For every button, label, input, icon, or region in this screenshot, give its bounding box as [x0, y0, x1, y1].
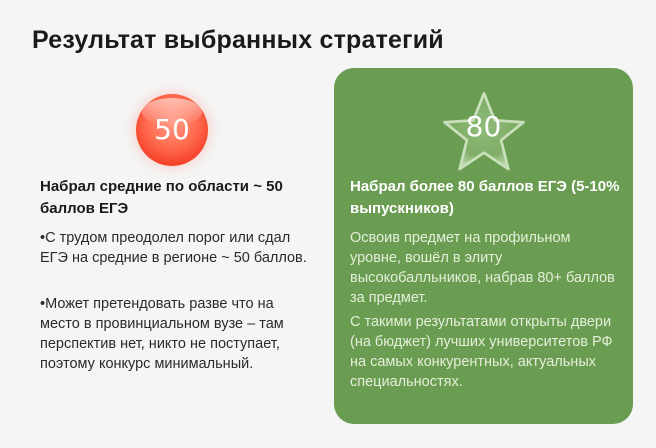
card-paragraph-1: •С трудом преодолел порог или сдал ЕГЭ н…: [40, 230, 307, 266]
card-paragraph-2: •Может претендовать разве что на место в…: [40, 296, 284, 372]
strategy-card-80: 80 Набрал более 80 баллов ЕГЭ (5-10% вып…: [334, 68, 633, 424]
card-heading: Набрал средние по области ~ 50 баллов ЕГ…: [40, 178, 283, 217]
score-badge-50: 50: [24, 94, 320, 166]
card-paragraph-2: С такими результатами открыты двери (на …: [350, 314, 613, 390]
score-badge-80: 80: [334, 92, 633, 171]
red-circle-icon: 50: [136, 94, 208, 166]
strategy-card-50: 50 Набрал средние по области ~ 50 баллов…: [24, 68, 320, 424]
card-heading: Набрал более 80 баллов ЕГЭ (5-10% выпуск…: [350, 178, 620, 217]
card-paragraph-1: Освоив предмет на профильном уровне, вош…: [350, 230, 615, 306]
star-icon: [442, 92, 525, 171]
badge-number: 80: [465, 110, 502, 143]
badge-number: 50: [154, 113, 190, 146]
page-title: Результат выбранных стратегий: [32, 26, 444, 54]
